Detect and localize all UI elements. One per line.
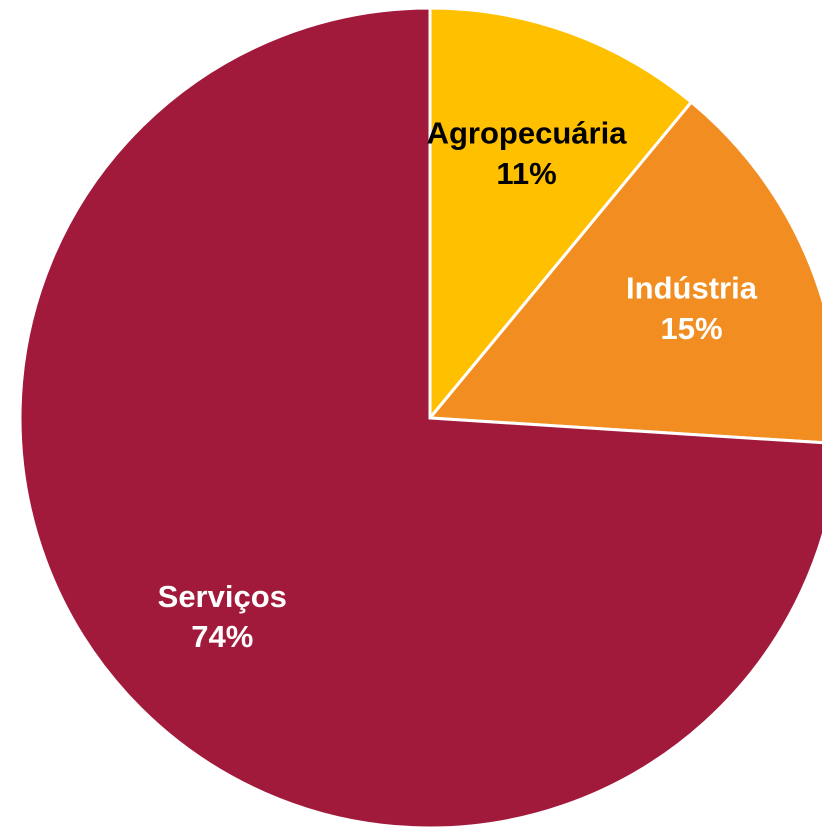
data-label-agropecuaria: Agropecuária 11%	[427, 116, 628, 191]
pie-slice-industria	[426, 99, 822, 445]
slice-category-label: Serviços	[158, 579, 287, 614]
slice-category-label: Agropecuária	[427, 116, 628, 151]
slice-category-label: Indústria	[626, 271, 758, 306]
slice-percent-label: 11%	[496, 156, 556, 191]
data-label-servicos: Serviços 74%	[158, 579, 287, 654]
pie-data-labels: Agropecuária 11% Indústria 15% Serviços 74%	[158, 116, 758, 654]
pie-slice-servicos	[18, 6, 822, 827]
pie-slices	[18, 6, 822, 827]
data-label-industria: Indústria 15%	[626, 271, 758, 346]
slice-percent-label: 74%	[191, 619, 253, 654]
pie-slice-agropecuaria	[428, 6, 694, 423]
slice-percent-label: 15%	[660, 311, 722, 346]
